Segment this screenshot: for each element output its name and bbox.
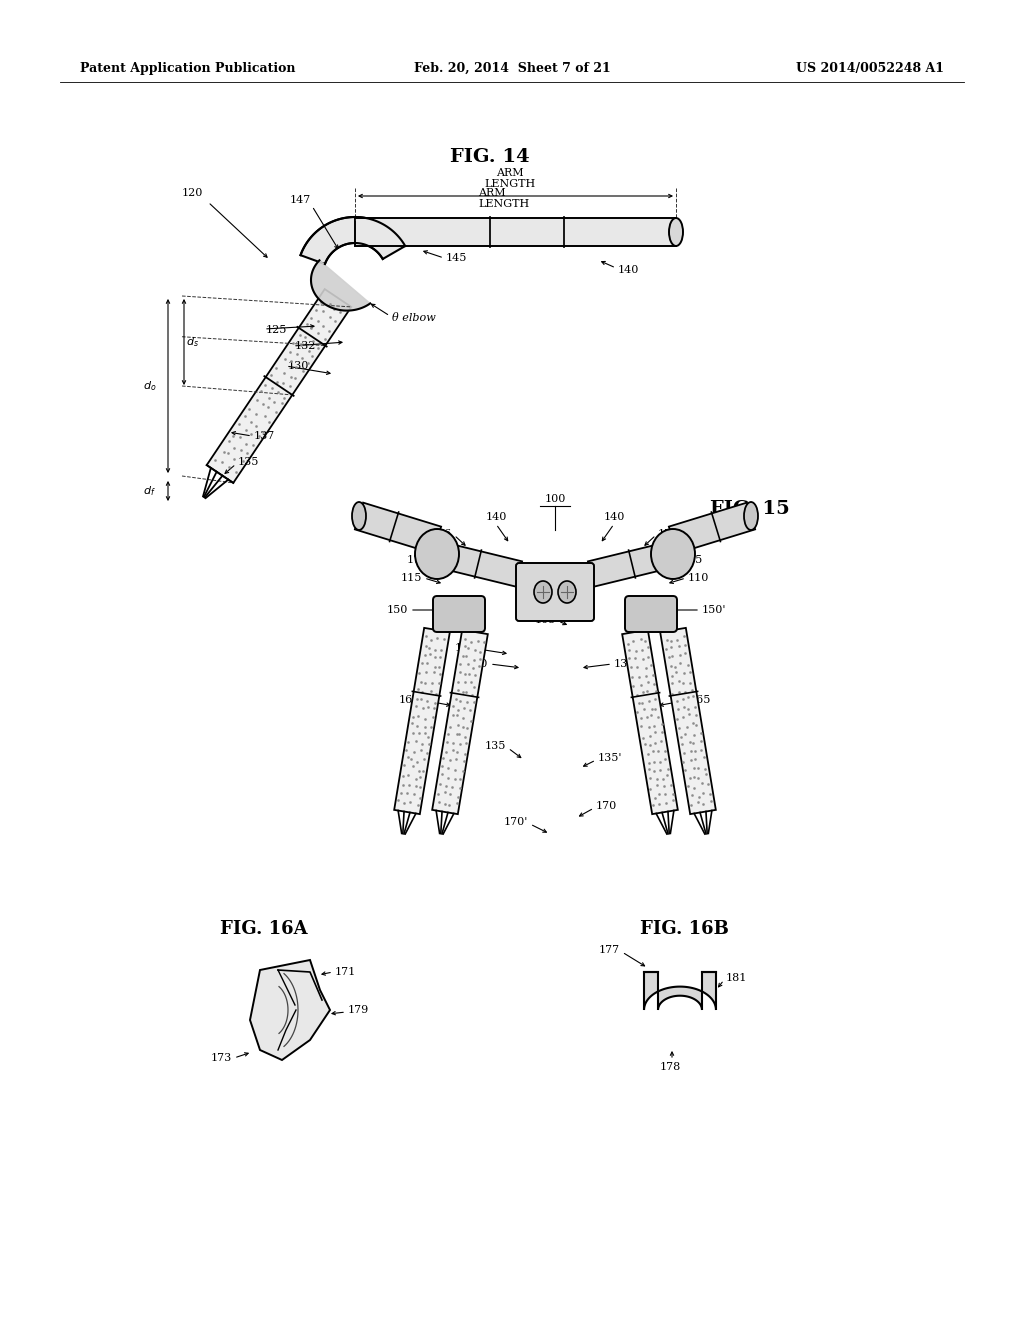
Polygon shape	[660, 628, 716, 814]
Text: US 2014/0052248 A1: US 2014/0052248 A1	[796, 62, 944, 75]
Text: 125: 125	[266, 325, 288, 335]
Text: 100: 100	[545, 494, 565, 504]
Polygon shape	[669, 503, 755, 553]
Text: 165: 165	[690, 696, 712, 705]
Text: 165: 165	[398, 696, 420, 705]
Polygon shape	[432, 630, 487, 814]
Text: 150: 150	[387, 605, 408, 615]
Text: FIG. 15: FIG. 15	[710, 500, 790, 517]
Text: 110: 110	[688, 573, 710, 583]
Polygon shape	[588, 541, 676, 586]
Text: 145: 145	[446, 253, 467, 263]
Ellipse shape	[352, 502, 366, 531]
Text: 181: 181	[726, 973, 748, 983]
Text: 109: 109	[530, 601, 552, 611]
Text: LENGTH: LENGTH	[484, 180, 536, 189]
Ellipse shape	[558, 581, 575, 603]
Text: 135: 135	[238, 457, 259, 467]
Text: 178: 178	[659, 1063, 681, 1072]
Polygon shape	[300, 216, 406, 264]
Text: FIG. 16A: FIG. 16A	[220, 920, 307, 939]
Polygon shape	[207, 289, 351, 483]
Text: 105: 105	[535, 615, 556, 624]
Text: $d_f$: $d_f$	[143, 484, 156, 498]
Ellipse shape	[534, 581, 552, 603]
Polygon shape	[311, 260, 370, 310]
Text: 171: 171	[335, 968, 356, 977]
Polygon shape	[394, 628, 450, 814]
Text: 150': 150'	[702, 605, 726, 615]
Polygon shape	[434, 541, 522, 586]
FancyBboxPatch shape	[433, 597, 485, 632]
Text: $d_s$: $d_s$	[186, 335, 199, 348]
Ellipse shape	[744, 502, 758, 531]
Text: 177: 177	[599, 945, 620, 954]
Text: 135: 135	[484, 741, 506, 751]
Text: ARM: ARM	[497, 168, 524, 178]
Text: 175: 175	[682, 554, 703, 565]
FancyBboxPatch shape	[625, 597, 677, 632]
Text: 173: 173	[211, 1053, 232, 1063]
Text: 140: 140	[485, 512, 507, 521]
Ellipse shape	[651, 529, 695, 579]
Text: LENGTH: LENGTH	[478, 199, 529, 209]
Polygon shape	[644, 972, 716, 1010]
Text: 132: 132	[295, 341, 316, 351]
Text: ARM: ARM	[478, 187, 506, 198]
Text: FIG. 16B: FIG. 16B	[640, 920, 729, 939]
Text: Patent Application Publication: Patent Application Publication	[80, 62, 296, 75]
Polygon shape	[355, 218, 676, 246]
FancyBboxPatch shape	[516, 564, 594, 620]
Text: 147: 147	[407, 523, 428, 533]
Text: 137: 137	[254, 432, 275, 441]
Text: 140: 140	[618, 265, 639, 275]
Ellipse shape	[415, 529, 459, 579]
Text: 115: 115	[400, 573, 422, 583]
Text: 170: 170	[596, 801, 617, 810]
Text: 170': 170'	[504, 817, 528, 828]
Polygon shape	[623, 630, 678, 814]
Text: $d_o$: $d_o$	[142, 379, 156, 393]
Text: 140: 140	[603, 512, 625, 521]
Text: 147: 147	[682, 523, 703, 533]
Text: 176: 176	[658, 529, 679, 539]
Polygon shape	[355, 503, 441, 553]
Text: 130: 130	[467, 659, 488, 669]
Text: 120: 120	[181, 187, 203, 198]
Text: 147: 147	[290, 195, 310, 205]
Text: 176: 176	[431, 529, 452, 539]
Text: 130: 130	[614, 659, 635, 669]
Text: FIG. 14: FIG. 14	[451, 148, 529, 166]
Text: θ elbow: θ elbow	[392, 313, 436, 323]
Text: 179: 179	[348, 1005, 370, 1015]
Text: 135': 135'	[598, 752, 623, 763]
Ellipse shape	[669, 218, 683, 246]
Text: Feb. 20, 2014  Sheet 7 of 21: Feb. 20, 2014 Sheet 7 of 21	[414, 62, 610, 75]
Text: 130: 130	[288, 360, 309, 371]
Polygon shape	[250, 960, 330, 1060]
Text: 174: 174	[455, 643, 476, 653]
Text: 172: 172	[407, 554, 428, 565]
